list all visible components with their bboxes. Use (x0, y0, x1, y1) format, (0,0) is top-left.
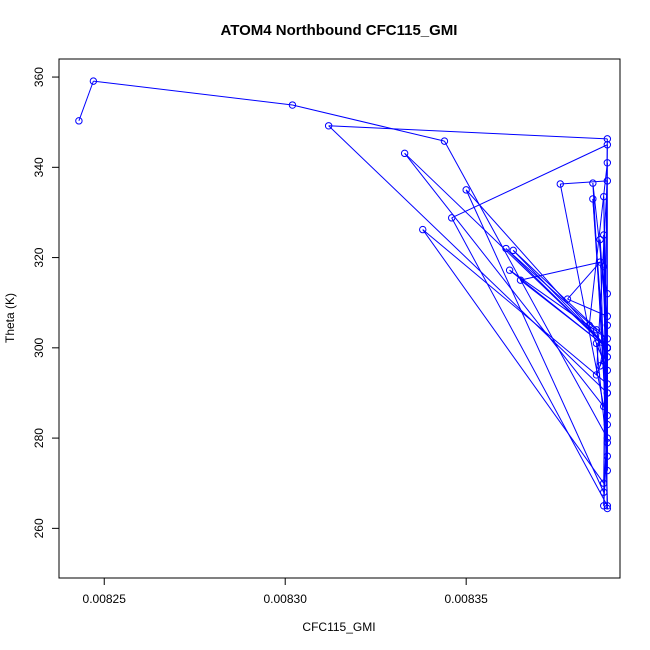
y-tick-label: 340 (32, 157, 46, 177)
series-segment (595, 180, 608, 375)
data-point (596, 258, 604, 266)
series-segment (422, 229, 605, 484)
data-point (603, 312, 612, 320)
data-point (509, 246, 517, 255)
series-segment (509, 269, 608, 340)
data-point (589, 195, 597, 203)
series-segment (599, 325, 608, 366)
data-point (603, 321, 612, 329)
series-segment (520, 279, 608, 349)
x-tick-label: 0.00825 (83, 592, 127, 606)
data-point (596, 235, 604, 244)
series-segment (451, 144, 608, 219)
x-tick-label: 0.00830 (264, 592, 308, 606)
x-axis: 0.00825 0.00830 0.00835 (83, 577, 488, 606)
data-point (603, 434, 612, 442)
series-segment (588, 325, 608, 371)
series-segment (78, 80, 94, 121)
data-point (462, 186, 470, 194)
series-segment (404, 153, 605, 407)
series-segment (444, 140, 608, 439)
series-segment (567, 261, 601, 300)
data-point (592, 326, 601, 334)
data-point (603, 366, 612, 375)
data-point (603, 335, 612, 343)
data-point (603, 452, 612, 460)
series-segment (603, 266, 608, 294)
data-point (603, 504, 612, 513)
marker-layer (75, 77, 612, 513)
data-point (75, 117, 83, 125)
data-point (600, 488, 608, 496)
data-point (419, 225, 427, 234)
y-axis: 260 280 300 320 340 360 (32, 67, 60, 538)
data-point (596, 362, 604, 370)
data-point (516, 276, 525, 284)
data-point (505, 266, 514, 274)
x-tick-label: 0.00835 (444, 592, 488, 606)
data-point (592, 371, 601, 379)
data-point (89, 77, 98, 85)
series-segment (588, 162, 608, 326)
y-tick-label: 260 (32, 518, 46, 538)
data-point (603, 502, 612, 510)
data-point (502, 244, 510, 253)
series-segment (595, 343, 608, 457)
series-segment (512, 249, 608, 340)
data-point (603, 177, 612, 185)
series-segment (603, 266, 608, 509)
data-point (600, 231, 608, 239)
x-axis-label: CFC115_GMI (302, 620, 375, 634)
data-point (603, 141, 612, 149)
data-point (603, 159, 612, 167)
series-segment (422, 229, 608, 385)
data-point (600, 192, 608, 201)
series-segment (520, 261, 601, 281)
y-tick-label: 360 (32, 67, 46, 87)
data-point (589, 179, 597, 187)
series-segment (465, 189, 608, 349)
data-point (600, 479, 608, 487)
data-point (600, 262, 608, 271)
data-point (400, 149, 409, 158)
series-segment (292, 104, 445, 142)
series-layer (78, 80, 608, 509)
series-segment (559, 183, 608, 425)
y-tick-label: 280 (32, 428, 46, 448)
series-segment (560, 180, 608, 185)
data-point (603, 135, 612, 143)
data-point (603, 411, 612, 420)
data-point (324, 122, 333, 130)
data-point (592, 339, 601, 348)
series-segment (505, 248, 608, 349)
y-axis-label: Theta (K) (3, 293, 17, 343)
data-point (563, 295, 572, 303)
data-point (603, 466, 612, 475)
data-point (603, 380, 612, 388)
data-point (448, 214, 456, 222)
data-point (603, 344, 612, 352)
series-segment (328, 125, 608, 394)
series-segment (512, 250, 608, 349)
data-point (440, 137, 449, 145)
y-tick-label: 300 (32, 338, 46, 358)
series-segment (328, 125, 608, 140)
data-point (603, 389, 612, 397)
series-segment (451, 217, 608, 507)
y-tick-label: 320 (32, 247, 46, 267)
data-point (288, 101, 297, 109)
data-point (600, 402, 608, 411)
data-point (603, 420, 612, 429)
data-point (603, 438, 612, 447)
data-point (556, 180, 564, 188)
data-point (585, 321, 593, 329)
data-point (603, 289, 612, 298)
chart-title: ATOM4 Northbound CFC115_GMI (221, 22, 458, 39)
data-point (603, 353, 612, 361)
series-segment (93, 80, 293, 106)
series-segment (465, 189, 605, 493)
